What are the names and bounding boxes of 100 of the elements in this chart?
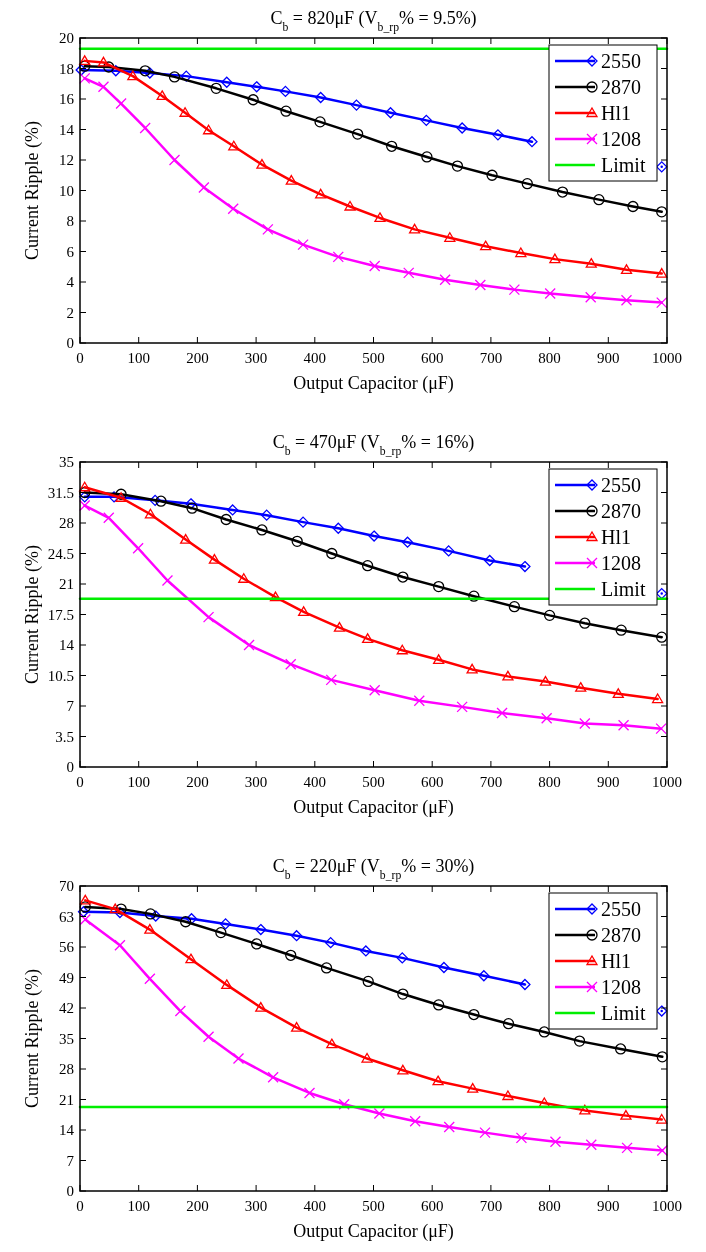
point: [326, 1038, 338, 1049]
point: [75, 64, 87, 76]
point: [174, 1005, 187, 1017]
point: [297, 238, 309, 251]
point: [615, 624, 627, 636]
point: [539, 675, 552, 686]
point: [79, 72, 91, 85]
point: [79, 491, 91, 503]
point: [338, 1098, 350, 1110]
y-tick-label: 20: [59, 30, 74, 46]
point: [612, 688, 624, 698]
x-tick-label: 800: [538, 350, 561, 366]
point: [279, 85, 292, 98]
legend-label: 1208: [601, 552, 641, 574]
point: [432, 1075, 444, 1086]
x-tick-label: 500: [362, 774, 385, 790]
chart-title: C$_{b}$ = 220μF (V$_{b_rp}$% = 30%): [272, 856, 475, 882]
point: [220, 513, 232, 526]
point: [202, 124, 215, 135]
x-tick-label: 600: [420, 774, 444, 790]
point: [403, 267, 415, 279]
point: [97, 81, 110, 93]
point: [139, 122, 151, 134]
point: [526, 136, 538, 148]
y-tick-label: 6: [66, 243, 75, 260]
point: [139, 65, 151, 77]
x-tick-label: 300: [244, 350, 268, 366]
point: [221, 979, 233, 990]
legend-label: Limit: [601, 578, 646, 600]
x-tick-label: 300: [244, 774, 268, 790]
x-tick-label: 100: [127, 1198, 150, 1214]
point: [79, 913, 91, 926]
point: [614, 1043, 627, 1055]
x-tick-label: 700: [479, 1198, 503, 1214]
point: [486, 169, 498, 181]
point: [579, 617, 591, 629]
point: [315, 91, 327, 104]
x-tick-label: 100: [127, 350, 150, 366]
y-tick-label: 31.5: [47, 484, 74, 501]
point: [656, 1005, 668, 1017]
point: [508, 283, 521, 296]
point: [466, 663, 478, 674]
legend-label: 2870: [601, 924, 641, 946]
point: [656, 1113, 668, 1124]
point: [144, 508, 157, 519]
point: [502, 1090, 514, 1101]
point: [444, 232, 456, 242]
point: [114, 939, 126, 951]
point: [109, 903, 121, 914]
point: [186, 502, 198, 514]
point: [238, 573, 250, 583]
point: [479, 240, 492, 251]
legend-label: 2550: [601, 474, 641, 496]
point: [261, 509, 273, 521]
point: [627, 200, 639, 213]
y-axis-title: Current Ripple (%): [22, 969, 43, 1108]
point: [325, 936, 337, 949]
point: [361, 633, 374, 644]
point: [541, 712, 553, 724]
point: [451, 160, 464, 172]
y-tick-label: 35: [59, 454, 74, 470]
legend-label: Hl1: [601, 950, 631, 972]
point: [350, 99, 363, 111]
point: [468, 1008, 480, 1021]
legend-label: 2550: [601, 898, 641, 920]
point: [456, 122, 468, 134]
point: [149, 494, 161, 506]
x-axis-title: Output Capacitor (μF): [293, 373, 454, 394]
point: [144, 923, 156, 934]
y-tick-label: 4: [66, 274, 75, 290]
point: [515, 247, 527, 258]
point: [519, 560, 531, 573]
point: [103, 61, 115, 73]
x-tick-label: 500: [362, 1198, 385, 1214]
point: [226, 504, 239, 516]
legend-label: 1208: [601, 128, 641, 150]
point: [656, 206, 668, 218]
y-tick-label: 70: [59, 878, 74, 894]
point: [484, 554, 496, 567]
point: [267, 1071, 279, 1083]
point: [556, 186, 569, 198]
point: [656, 161, 668, 173]
y-tick-label: 0: [66, 1183, 74, 1199]
point: [144, 67, 156, 79]
legend-label: 1208: [601, 976, 641, 998]
point: [79, 481, 91, 492]
point: [549, 1136, 562, 1148]
point: [344, 200, 356, 211]
y-tick-label: 56: [59, 939, 75, 955]
point: [409, 1115, 421, 1127]
point: [573, 1035, 586, 1047]
point: [396, 644, 408, 655]
x-tick-label: 800: [538, 774, 561, 790]
y-tick-label: 8: [66, 213, 74, 229]
point: [515, 1132, 528, 1144]
legend-label: 2550: [601, 50, 641, 72]
point: [325, 674, 337, 686]
point: [156, 90, 168, 101]
point: [621, 1142, 633, 1154]
point: [290, 930, 303, 942]
